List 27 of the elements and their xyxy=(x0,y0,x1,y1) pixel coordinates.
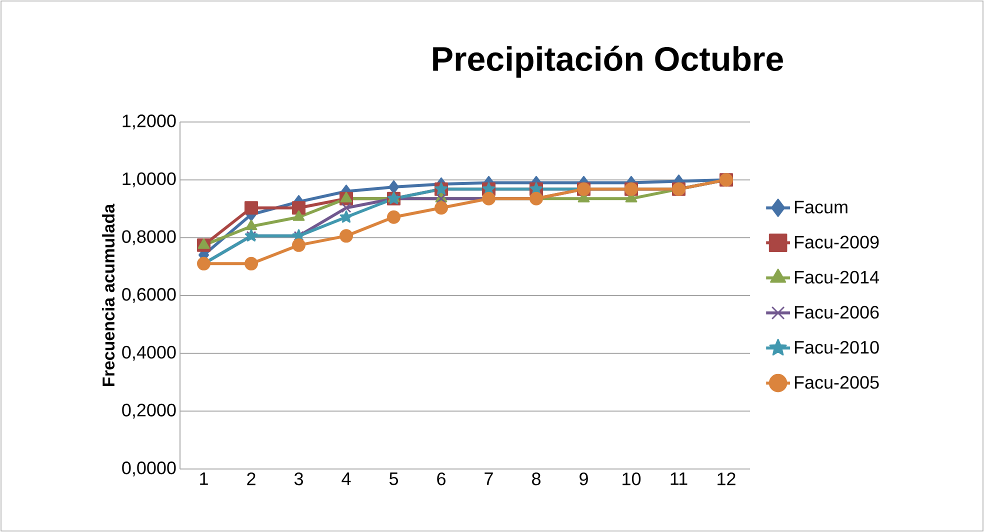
y-tick-label: 1,0000 xyxy=(122,172,176,188)
legend-label: Facu-2010 xyxy=(794,340,879,354)
chart-title: Precipitación Octubre xyxy=(433,46,783,78)
x-tick-label: 4 xyxy=(342,472,351,485)
x-tick-label: 8 xyxy=(532,472,540,486)
x-tick-label: 5 xyxy=(389,472,398,486)
x-tick-label: 11 xyxy=(670,472,688,485)
y-tick-label: 0,2000 xyxy=(122,404,176,419)
legend-label: Facum xyxy=(794,200,848,214)
y-tick-label: 1,2000 xyxy=(122,114,176,130)
y-tick-label: 0,6000 xyxy=(122,288,176,303)
x-tick-label: 3 xyxy=(294,472,303,486)
legend-label: Facu-2009 xyxy=(794,236,879,249)
x-tick-label: 12 xyxy=(718,472,736,486)
y-tick-label: 0,8000 xyxy=(122,230,176,246)
x-tick-label: 7 xyxy=(484,472,493,485)
y-tick-label: 0,0000 xyxy=(122,462,176,476)
legend-label: Facu-2005 xyxy=(794,376,879,389)
x-tick-label: 9 xyxy=(580,472,588,486)
x-tick-label: 10 xyxy=(622,472,641,486)
legend-label: Facu-2006 xyxy=(794,306,879,319)
x-tick-label: 6 xyxy=(437,472,446,486)
y-axis-title: Frecuencia acumulada xyxy=(102,204,115,386)
y-tick-label: 0,4000 xyxy=(122,346,176,361)
legend-label: Facu-2014 xyxy=(794,270,880,284)
x-tick-label: 1 xyxy=(200,472,208,485)
x-tick-label: 2 xyxy=(247,472,256,486)
